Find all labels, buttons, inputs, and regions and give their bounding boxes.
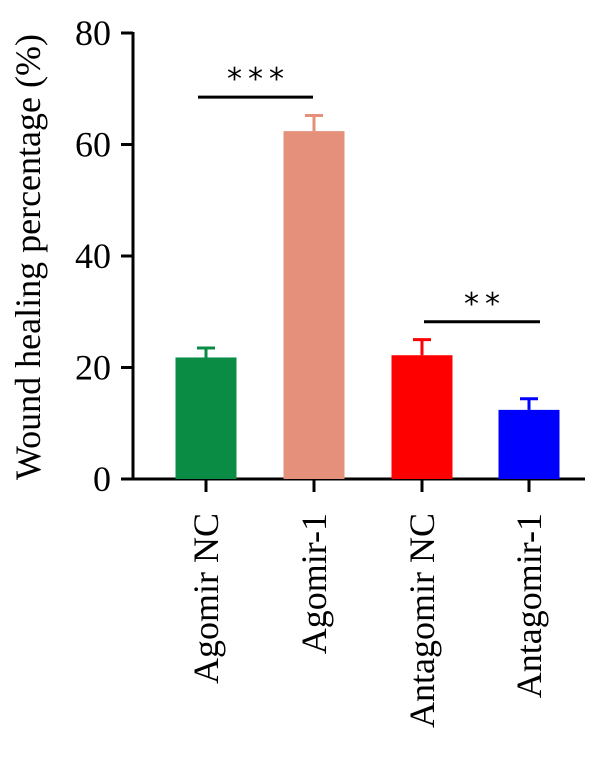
significance-label-1: *** <box>227 62 290 97</box>
x-tick-label-antagomir-1: Antagomir-1 <box>509 513 549 698</box>
bar-antagomir-nc <box>391 355 453 479</box>
significance-label-2: ** <box>464 287 506 322</box>
y-tick-label-40: 40 <box>75 236 111 276</box>
y-tick-label-80: 80 <box>75 13 111 53</box>
y-tick-label-60: 60 <box>75 125 111 165</box>
bar-agomir-1 <box>283 131 345 479</box>
y-tick-label-20: 20 <box>75 348 111 388</box>
y-tick-label-0: 0 <box>93 459 111 499</box>
x-tick-label-antagomir-nc: Antagomir NC <box>402 513 442 728</box>
y-axis-title: Wound healing percentage (%) <box>8 34 48 480</box>
x-tick-label-agomir-nc: Agomir NC <box>186 513 226 684</box>
bar-antagomir-1 <box>498 409 560 479</box>
plot-area: 0 20 40 60 80 Agomir NC Agomir-1 Antagomir NC An… <box>75 13 585 728</box>
bar-agomir-nc <box>175 357 237 479</box>
x-tick-label-agomir-1: Agomir-1 <box>294 513 334 654</box>
